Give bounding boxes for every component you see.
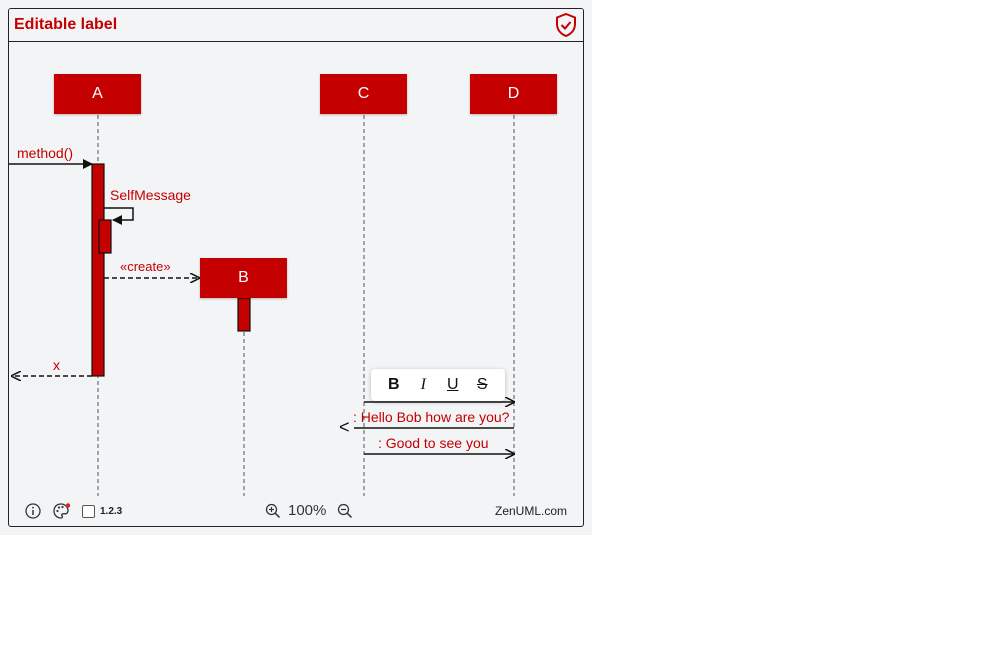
self-message-arrow bbox=[104, 207, 134, 225]
participant-a[interactable]: A bbox=[54, 74, 141, 114]
strikethrough-button[interactable]: S bbox=[476, 376, 488, 393]
zoom-in-icon[interactable] bbox=[265, 503, 281, 519]
underline-button[interactable]: U bbox=[446, 376, 459, 393]
self-message-label[interactable]: SelfMessage bbox=[110, 187, 191, 203]
diagram-outer: Editable label bbox=[0, 0, 592, 535]
diagram-frame: Editable label bbox=[8, 8, 584, 527]
return-label[interactable]: x bbox=[53, 357, 60, 373]
activation-a bbox=[91, 163, 105, 377]
hello-label[interactable]: : Hello Bob how are you? bbox=[353, 409, 510, 425]
italic-button[interactable]: I bbox=[420, 376, 426, 393]
diagram-title[interactable]: Editable label bbox=[14, 16, 118, 33]
participant-b[interactable]: B bbox=[200, 258, 287, 298]
sequence-diagram bbox=[9, 115, 583, 496]
info-icon[interactable] bbox=[25, 503, 41, 519]
format-toolbar: B I U S bbox=[371, 369, 505, 401]
participant-c-label: C bbox=[357, 85, 370, 102]
title-bar: Editable label bbox=[9, 9, 583, 42]
participant-d[interactable]: D bbox=[470, 74, 557, 114]
participant-a-label: A bbox=[92, 85, 103, 102]
bold-button[interactable]: B bbox=[387, 376, 400, 393]
activation-b bbox=[237, 297, 251, 332]
activation-a-self bbox=[98, 219, 112, 254]
footer: 1.2.3 100% ZenUML.com bbox=[9, 496, 583, 526]
palette-icon[interactable] bbox=[53, 503, 71, 519]
reply-arrow-glyph: < bbox=[339, 417, 350, 437]
create-label[interactable]: «create» bbox=[120, 259, 171, 274]
participant-d-label: D bbox=[507, 85, 520, 102]
brand-link[interactable]: ZenUML.com bbox=[495, 504, 568, 518]
shield-check-icon bbox=[556, 13, 576, 37]
participant-c[interactable]: C bbox=[320, 74, 407, 114]
good-label[interactable]: : Good to see you bbox=[378, 435, 489, 451]
zoom-level: 100% bbox=[288, 502, 327, 519]
version-checkbox[interactable] bbox=[82, 505, 95, 518]
zoom-out-icon[interactable] bbox=[337, 503, 353, 519]
method-label[interactable]: method() bbox=[17, 145, 74, 161]
version-label: 1.2.3 bbox=[100, 506, 123, 517]
participant-b-label: B bbox=[238, 269, 249, 286]
